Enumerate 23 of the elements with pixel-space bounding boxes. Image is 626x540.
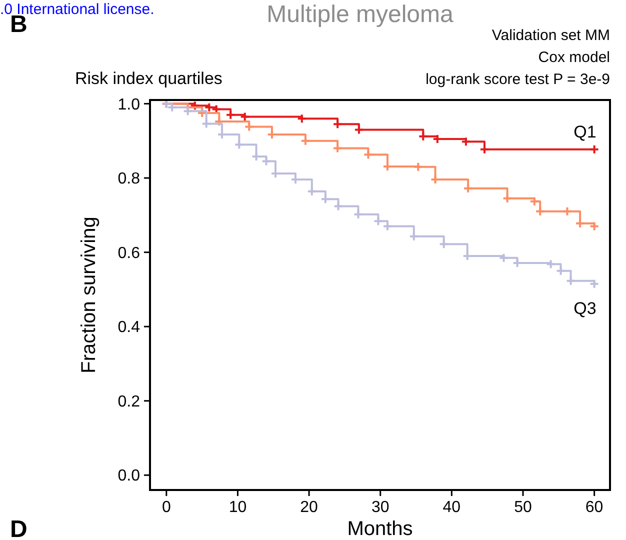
x-tick-label: 40	[442, 499, 461, 516]
chart-title: Multiple myeloma	[266, 1, 454, 28]
x-tick-label: 50	[514, 499, 532, 516]
x-tick-label: 0	[162, 499, 171, 516]
y-tick-label: 0.0	[118, 468, 140, 485]
series-label: Q1	[574, 122, 596, 142]
text: Cox model	[538, 49, 610, 66]
x-axis-title: Months	[347, 518, 413, 540]
x-tick-label: 60	[585, 499, 604, 516]
y-axis-title: Fraction surviving	[78, 216, 100, 374]
y-tick-label: 0.8	[118, 170, 140, 188]
legend-title: Risk index quartiles	[75, 69, 222, 88]
y-tick-label: 1.0	[118, 96, 140, 114]
y-tick-label: 0.2	[118, 393, 140, 410]
x-tick-label: 10	[228, 499, 247, 516]
x-tick-label: 30	[371, 499, 390, 516]
text: Validation set MM	[492, 27, 610, 44]
x-tick-label: 20	[300, 499, 318, 516]
text: D	[10, 516, 28, 540]
y-tick-label: 0.4	[118, 319, 140, 336]
y-tick-label: 0.6	[118, 244, 140, 262]
text: log-rank score test P = 3e-9	[426, 71, 610, 88]
series-label: Q3	[574, 298, 596, 318]
